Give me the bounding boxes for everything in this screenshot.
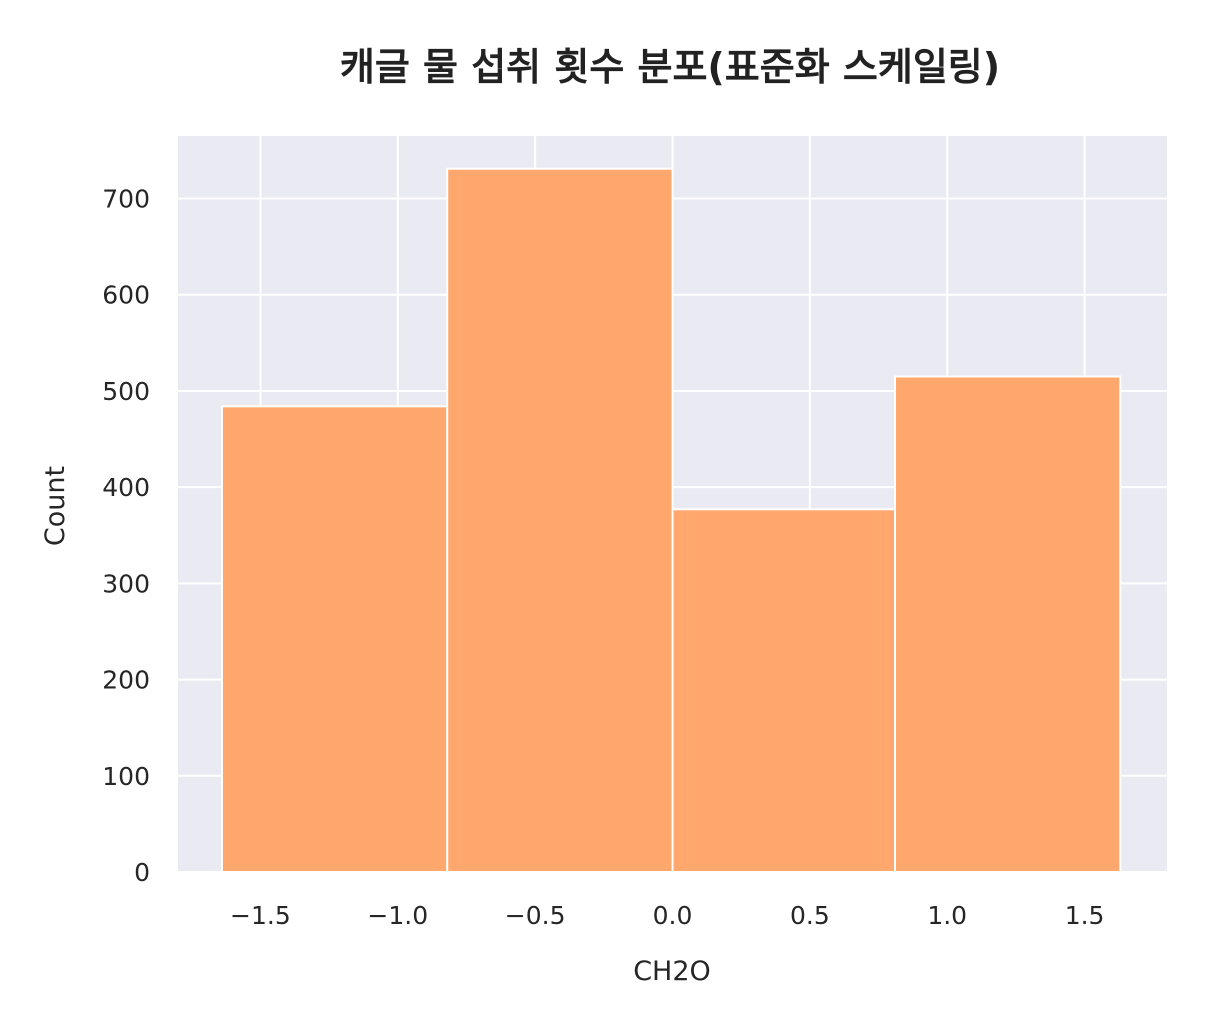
y-tick-label: 0 (134, 858, 150, 887)
x-tick-label: −0.5 (505, 901, 566, 930)
x-tick-label: 0.0 (653, 901, 693, 930)
histogram-bar (446, 167, 674, 873)
x-tick-label: −1.5 (230, 901, 291, 930)
x-tick-label: 1.0 (927, 901, 967, 930)
chart-title: 캐글 물 섭취 횟수 분포(표준화 스케일링) (340, 45, 1000, 89)
x-tick-label: 0.5 (790, 901, 830, 930)
y-axis-label: Count (40, 466, 71, 546)
y-tick-label: 600 (102, 281, 150, 310)
y-tick-labels: 0 100 200 300 400 500 600 700 (102, 185, 150, 887)
x-tick-labels: −1.5 −1.0 −0.5 0.0 0.5 1.0 1.5 (230, 901, 1104, 930)
x-axis-label: CH2O (633, 956, 711, 987)
histogram-bar (220, 405, 449, 873)
x-tick-label: −1.0 (367, 901, 428, 930)
y-tick-label: 700 (102, 185, 150, 214)
y-tick-label: 500 (102, 377, 150, 406)
y-tick-label: 100 (102, 762, 150, 791)
histogram-bar (894, 375, 1122, 873)
y-tick-label: 200 (102, 666, 150, 695)
y-tick-label: 300 (102, 569, 150, 598)
y-tick-label: 400 (102, 473, 150, 502)
histogram-bar (671, 508, 897, 873)
histogram-bars (220, 167, 1122, 873)
x-tick-label: 1.5 (1065, 901, 1105, 930)
